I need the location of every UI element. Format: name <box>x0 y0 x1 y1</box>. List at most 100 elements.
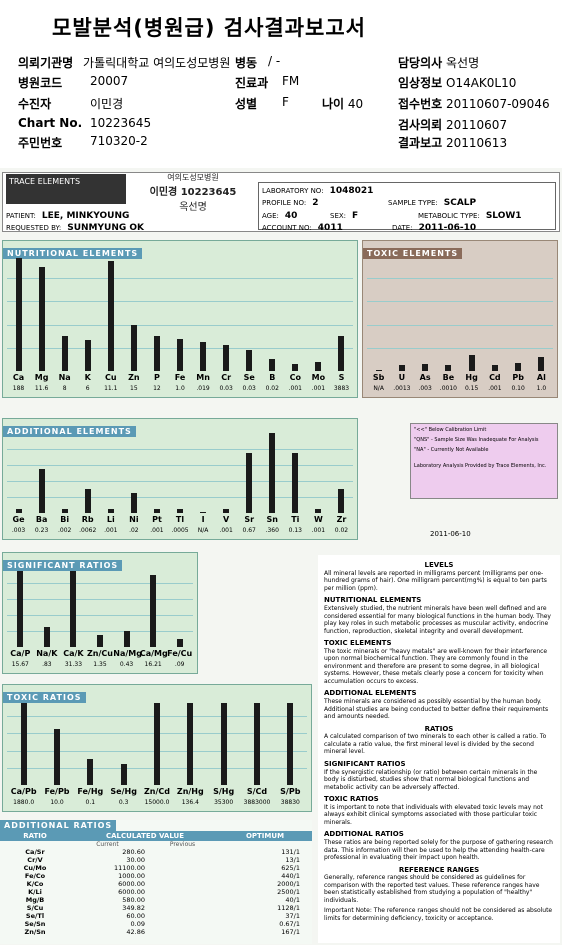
add-bar-sr <box>246 453 253 513</box>
age-value: 40 <box>347 97 364 111</box>
nutr-value: .019 <box>196 385 210 392</box>
ratio-value: 30.00 <box>126 856 145 864</box>
nutr-label: Cu <box>105 373 117 382</box>
add-bar-ni <box>130 493 137 513</box>
toxr-bar-s-pb <box>287 703 294 785</box>
tox-gridline <box>367 347 553 349</box>
nutr-value: .001 <box>311 385 326 392</box>
nutritional-title: NUTRITIONAL ELEMENTS <box>3 248 143 259</box>
ward-value: / - <box>268 54 281 68</box>
add-text: These minerals are considered as possibl… <box>324 698 549 720</box>
dept-value: FM <box>282 74 300 88</box>
nutr-label: K <box>84 373 91 382</box>
toxr-value: 3883000 <box>243 799 271 806</box>
toxr-bar-se-hg <box>120 763 127 785</box>
nutritional-panel: NUTRITIONAL ELEMENTS Ca 188 Mg 11.6 Na 8 K 6 Cu 1… <box>2 240 358 398</box>
rpt-age-label: AGE: <box>262 212 279 220</box>
profile-value: 2 <box>312 198 319 208</box>
doctor-label: 담당의사 <box>398 56 443 70</box>
report-info-box <box>258 182 556 230</box>
nutr-value: 8 <box>62 385 67 392</box>
toxr-label: Zn/Hg <box>176 787 204 796</box>
sample-value: SCALP <box>443 198 477 208</box>
toxr-value: 136.4 <box>181 799 199 806</box>
nutr-value: 1.0 <box>175 385 185 392</box>
toxr-bar-zn-hg <box>187 703 194 785</box>
sig-label: Na/K <box>36 649 58 658</box>
ratio-row: S/Cu 349.82 1128/1 <box>0 904 312 912</box>
add-heading: ADDITIONAL ELEMENTS <box>324 689 417 698</box>
add-gridline <box>7 481 353 482</box>
age-label: 나이 <box>322 97 345 111</box>
sig-value: 31.33 <box>64 661 83 668</box>
add-label: V <box>223 515 230 524</box>
sig-label: Na/Mg <box>113 649 142 658</box>
tox-gridline <box>367 301 553 303</box>
explanation-column: LEVELS All mineral levels are reported i… <box>318 555 560 943</box>
sig-value: 16.21 <box>144 661 162 668</box>
add-value: .360 <box>265 527 279 534</box>
stamp-line2: 이민경 10223645 <box>149 187 237 198</box>
toxr-label: Fe/Hg <box>77 787 104 796</box>
ratio-optimum: 440/1 <box>281 872 300 880</box>
nutr-value: 11.6 <box>34 385 49 392</box>
toxr-value: 0.3 <box>118 799 129 806</box>
nutr-bar-na <box>61 336 68 371</box>
sig-bar-na-k <box>43 627 50 647</box>
nutr-gridline <box>7 301 353 303</box>
add-bar-rb <box>84 489 91 513</box>
nutr-value: 15 <box>130 385 138 392</box>
ratio-row: K/Co 6000.00 2000/1 <box>0 880 312 888</box>
levels-text: All mineral levels are reported in milli… <box>324 569 547 592</box>
tox-value: 1.0 <box>536 385 547 392</box>
institution-label: 의뢰기관명 <box>18 56 74 70</box>
tox-bar-be <box>445 365 452 371</box>
nutr-label: S <box>338 373 345 382</box>
requested-value: SUNMYUNG OK <box>67 223 145 233</box>
nutr-bar-cu <box>107 260 114 371</box>
nutr-bar-co <box>292 364 299 371</box>
additional-ratios-title: ADDITIONAL RATIOS <box>0 820 117 831</box>
add-label: Zr <box>336 515 347 524</box>
sex-value: F <box>282 95 289 109</box>
significant-panel: SIGNIFICANT RATIOS Ca/P 15.67 Na/K .83 Ca/K 3… <box>2 552 198 674</box>
nutr-label: Zn <box>128 373 140 382</box>
nutr-bar-s <box>338 336 345 371</box>
ratio-row: Se/Tl 60.00 37/1 <box>0 912 312 920</box>
sig-value: 0.43 <box>119 661 134 668</box>
sig-label: Ca/Mg <box>139 649 168 658</box>
ratio-name: Se/Sn <box>24 920 46 928</box>
add-bar-li <box>107 509 114 513</box>
toxr-heading: TOXIC RATIOS <box>324 795 379 803</box>
note-2: "QNS" - Sample Size Was Inadequate For A… <box>414 437 539 443</box>
request-label: 검사의뢰 <box>398 118 443 132</box>
tox-label: Be <box>442 373 455 382</box>
sig-value: .83 <box>42 661 52 668</box>
nutr-bar-cr <box>223 345 230 371</box>
toxr-value: 0.1 <box>85 799 96 806</box>
add-value: 0.13 <box>288 527 302 534</box>
add-value: .0005 <box>171 527 189 534</box>
nutr-value: 11.1 <box>104 385 118 392</box>
profile-label: PROFILE NO: <box>262 199 307 207</box>
chart-label: Chart No. <box>18 116 83 130</box>
report-value: 20110613 <box>446 136 508 150</box>
levels-heading: LEVELS <box>424 561 454 569</box>
sig-label: Ca/K <box>63 649 84 658</box>
rpt-sex-label: SEX: <box>330 212 347 220</box>
dept-label: 진료과 <box>235 76 269 90</box>
ratio-row: Ca/Sr 280.60 131/1 <box>0 848 312 856</box>
toxr-value: 15000.0 <box>144 799 170 806</box>
nutr-bar-k <box>84 339 91 371</box>
clinical-value: O14AK0L10 <box>446 76 517 90</box>
tox-value: .001 <box>488 385 502 392</box>
ratio-row: Zn/Sn 42.86 167/1 <box>0 928 312 936</box>
toxr-label: Zn/Cd <box>143 787 170 796</box>
add-bar-w <box>315 509 322 513</box>
rpt-patient-value: LEE, MINKYOUNG <box>41 211 130 221</box>
ratio-row: Cu/Mo 11100.00 625/1 <box>0 864 312 872</box>
ratio-value: 6000.00 <box>118 888 145 896</box>
metabolic-value: SLOW1 <box>485 211 522 221</box>
rpt-age-value: 40 <box>284 211 298 221</box>
add-label: Ge <box>12 515 25 524</box>
